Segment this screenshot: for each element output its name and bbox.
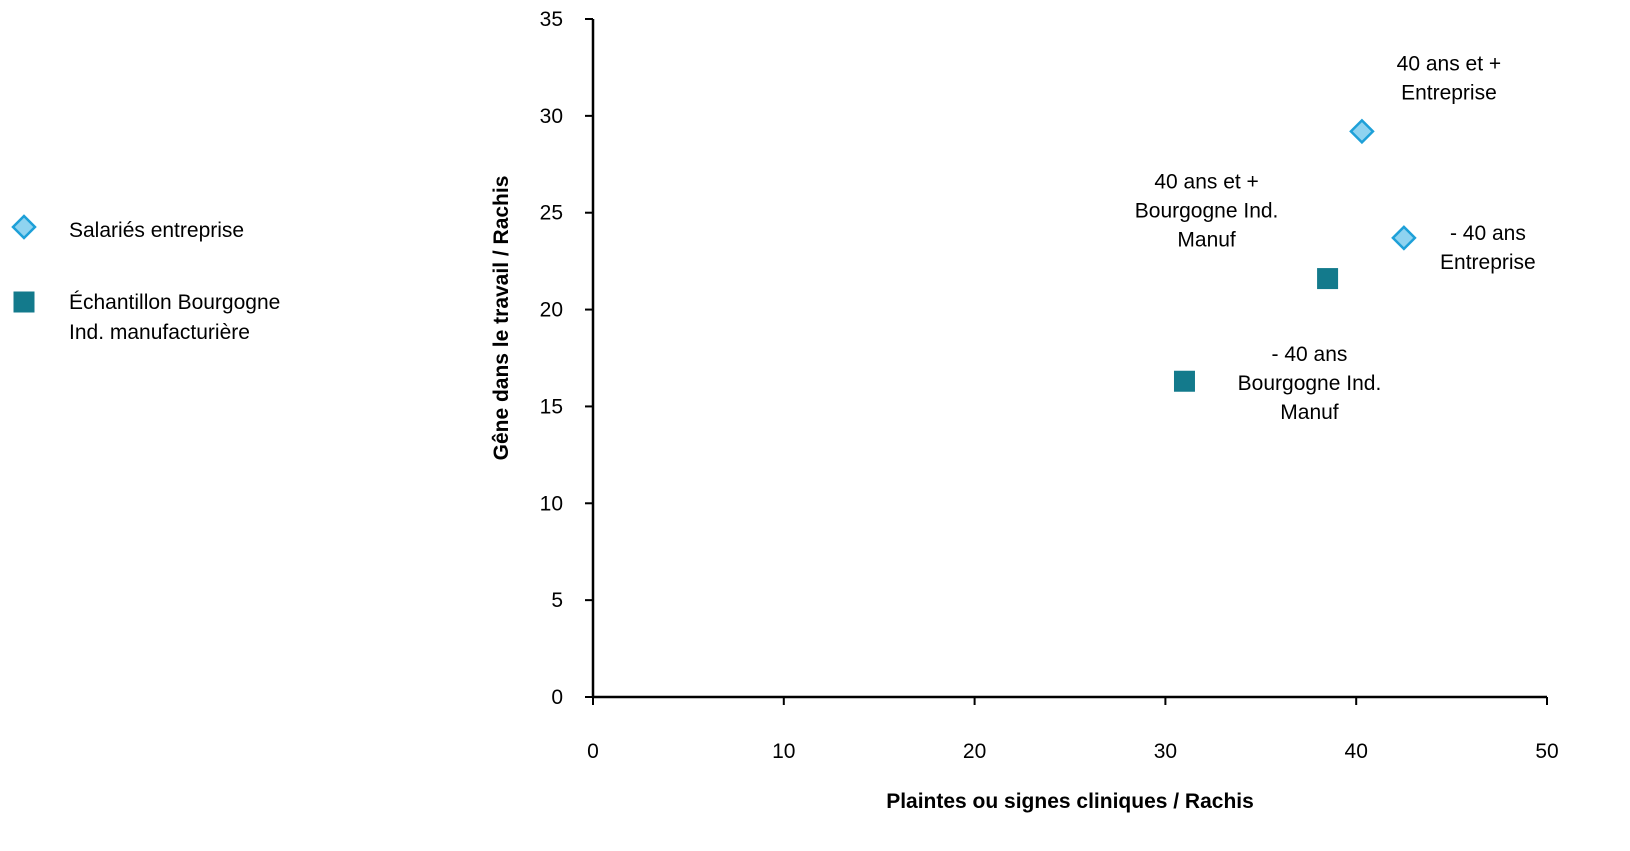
legend-label-line: Ind. manufacturière: [69, 321, 250, 344]
data-points: [1173, 118, 1417, 392]
y-tick-label: 15: [540, 395, 563, 418]
y-tick-label: 25: [540, 202, 563, 225]
x-tick-label: 50: [1535, 740, 1558, 763]
point-label-line: Entreprise: [1440, 251, 1536, 274]
y-tick-label: 30: [540, 105, 563, 128]
x-axis-title: Plaintes ou signes cliniques / Rachis: [886, 790, 1254, 813]
legend-label-line: Salariés entreprise: [69, 219, 244, 242]
point-label-line: Entreprise: [1401, 81, 1497, 104]
x-tick-label: 20: [963, 740, 986, 763]
legend-diamond-icon: [11, 214, 37, 240]
x-tick-label: 10: [772, 740, 795, 763]
point-label-line: Manuf: [1280, 401, 1339, 424]
point-label-line: - 40 ans: [1272, 343, 1348, 366]
x-tick-label: 0: [587, 740, 599, 763]
point-label: - 40 ans Entreprise: [1440, 222, 1536, 274]
y-tick-label: 0: [551, 686, 563, 709]
data-point-diamond: [1391, 225, 1417, 251]
data-point-diamond: [1349, 118, 1375, 145]
x-tick-label: 40: [1345, 740, 1368, 763]
point-labels: 40 ans et + Entreprise- 40 ans Entreprise4…: [1135, 52, 1536, 424]
y-tick-label: 35: [540, 8, 563, 31]
point-label: - 40 ans Bourgogne Ind. Manuf: [1238, 343, 1382, 424]
legend-label: Échantillon Bourgogne Ind. manufacturière: [69, 291, 280, 344]
y-tick-label: 5: [551, 589, 563, 612]
legend-label: Salariés entreprise: [69, 219, 244, 242]
data-point-square: [1317, 268, 1339, 290]
x-tick-label: 30: [1154, 740, 1177, 763]
point-label-line: - 40 ans: [1450, 222, 1526, 245]
y-tick-label: 20: [540, 299, 563, 322]
point-label-line: Manuf: [1177, 229, 1236, 252]
legend-square-icon: [13, 291, 35, 313]
y-axis-title: Gêne dans le travail / Rachis: [490, 176, 513, 461]
point-label: 40 ans et + Entreprise: [1397, 52, 1502, 104]
point-label-line: Bourgogne Ind.: [1238, 372, 1382, 395]
point-label-line: Bourgogne Ind.: [1135, 200, 1279, 223]
axes: [591, 19, 1547, 699]
point-label-line: 40 ans et +: [1154, 171, 1259, 194]
y-tick-label: 10: [540, 492, 563, 515]
data-point-square: [1173, 370, 1195, 392]
legend-label-line: Échantillon Bourgogne: [69, 291, 280, 314]
legend: Salariés entreprise Échantillon Bourgogne…: [11, 214, 280, 344]
axis-ticks: 0 5 10 15 20 25 30 35 0 10 20 30 40 50: [540, 8, 1559, 763]
point-label: 40 ans et + Bourgogne Ind. Manuf: [1135, 171, 1279, 252]
point-label-line: 40 ans et +: [1397, 52, 1502, 75]
